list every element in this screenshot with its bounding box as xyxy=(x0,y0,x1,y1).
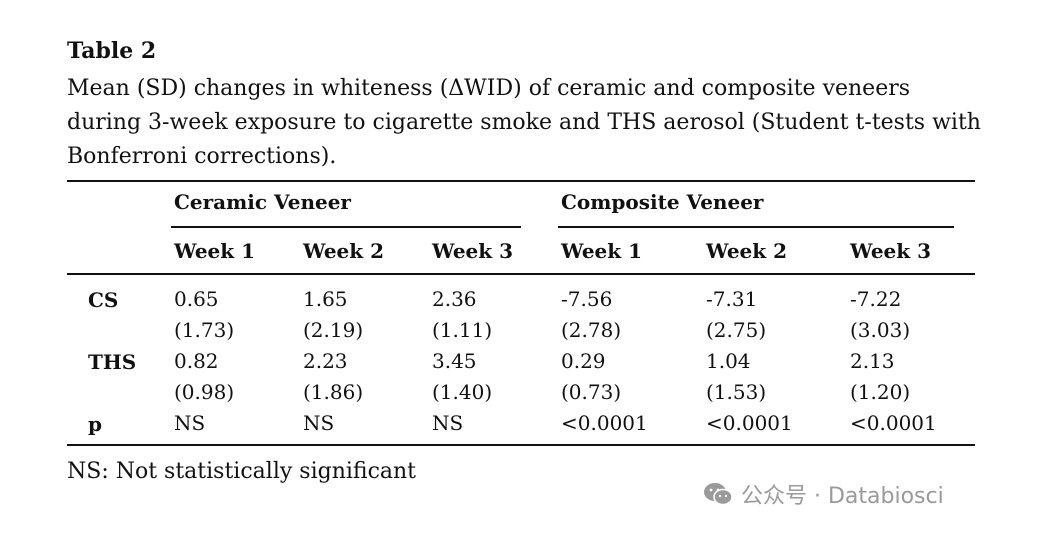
cell-sd: (1.53) xyxy=(706,380,767,404)
cell-sd: (2.19) xyxy=(303,318,364,342)
column-header: Week 2 xyxy=(706,239,788,263)
table-cell: <0.0001 xyxy=(706,408,793,439)
cell-sd: (1.40) xyxy=(432,380,493,404)
caption-line: Bonferroni corrections). xyxy=(67,144,337,169)
group-rule-composite xyxy=(558,226,954,228)
row-label-cs: CS xyxy=(88,288,119,312)
table-cell: 0.65 (1.73) xyxy=(174,284,234,346)
table-cell: 2.13 (1.20) xyxy=(850,346,910,408)
table-footnote: NS: Not statistically significant xyxy=(67,459,417,484)
cell-mean: 2.36 xyxy=(432,287,477,311)
cell-value: NS xyxy=(303,411,335,435)
table-cell: <0.0001 xyxy=(850,408,937,439)
table-cell: -7.22 (3.03) xyxy=(850,284,910,346)
table-cell: 1.04 (1.53) xyxy=(706,346,766,408)
table-caption: Mean (SD) changes in whiteness (ΔWID) of… xyxy=(67,72,981,174)
table-cell: 0.82 (0.98) xyxy=(174,346,234,408)
table-bottom-rule xyxy=(67,444,975,446)
caption-line: Mean (SD) changes in whiteness (ΔWID) of… xyxy=(67,76,911,101)
group-rule-ceramic xyxy=(171,226,521,228)
table-cell: NS xyxy=(432,408,463,439)
cell-sd: (3.03) xyxy=(850,318,911,342)
cell-mean: 2.13 xyxy=(850,349,895,373)
cell-value: NS xyxy=(174,411,206,435)
table-cell: 3.45 (1.40) xyxy=(432,346,492,408)
row-label-p: p xyxy=(88,412,102,436)
watermark: 公众号 · Databiosci xyxy=(703,478,944,510)
table-header-rule xyxy=(67,273,975,275)
cell-mean: 1.04 xyxy=(706,349,751,373)
cell-mean: -7.22 xyxy=(850,287,902,311)
table-label: Table 2 xyxy=(67,38,157,64)
cell-mean: -7.31 xyxy=(706,287,758,311)
cell-sd: (1.11) xyxy=(432,318,493,342)
cell-sd: (2.78) xyxy=(561,318,622,342)
group-header-ceramic: Ceramic Veneer xyxy=(174,190,351,214)
column-header: Week 3 xyxy=(850,239,932,263)
column-header: Week 1 xyxy=(561,239,643,263)
table-cell: 0.29 (0.73) xyxy=(561,346,621,408)
cell-sd: (1.86) xyxy=(303,380,364,404)
table-cell: -7.56 (2.78) xyxy=(561,284,621,346)
table-cell: 2.23 (1.86) xyxy=(303,346,363,408)
cell-value: <0.0001 xyxy=(561,411,648,435)
cell-sd: (0.73) xyxy=(561,380,622,404)
caption-line: during 3-week exposure to cigarette smok… xyxy=(67,110,981,135)
cell-sd: (1.73) xyxy=(174,318,235,342)
column-header: Week 3 xyxy=(432,239,514,263)
table-cell: NS xyxy=(303,408,334,439)
cell-mean: 1.65 xyxy=(303,287,348,311)
wechat-icon xyxy=(703,481,733,507)
table-top-rule xyxy=(67,180,975,182)
group-header-composite: Composite Veneer xyxy=(561,190,764,214)
cell-sd: (0.98) xyxy=(174,380,235,404)
table-cell: <0.0001 xyxy=(561,408,648,439)
column-header: Week 2 xyxy=(303,239,385,263)
cell-value: <0.0001 xyxy=(850,411,937,435)
table-cell: 1.65 (2.19) xyxy=(303,284,363,346)
cell-mean: 0.82 xyxy=(174,349,219,373)
cell-mean: 0.65 xyxy=(174,287,219,311)
cell-value: <0.0001 xyxy=(706,411,793,435)
column-header: Week 1 xyxy=(174,239,256,263)
table-cell: 2.36 (1.11) xyxy=(432,284,492,346)
cell-value: NS xyxy=(432,411,464,435)
table-cell: -7.31 (2.75) xyxy=(706,284,766,346)
cell-sd: (2.75) xyxy=(706,318,767,342)
cell-mean: 3.45 xyxy=(432,349,477,373)
cell-sd: (1.20) xyxy=(850,380,911,404)
row-label-ths: THS xyxy=(88,350,137,374)
cell-mean: 0.29 xyxy=(561,349,606,373)
table-cell: NS xyxy=(174,408,205,439)
watermark-text: 公众号 · Databiosci xyxy=(741,484,944,509)
cell-mean: -7.56 xyxy=(561,287,613,311)
cell-mean: 2.23 xyxy=(303,349,348,373)
